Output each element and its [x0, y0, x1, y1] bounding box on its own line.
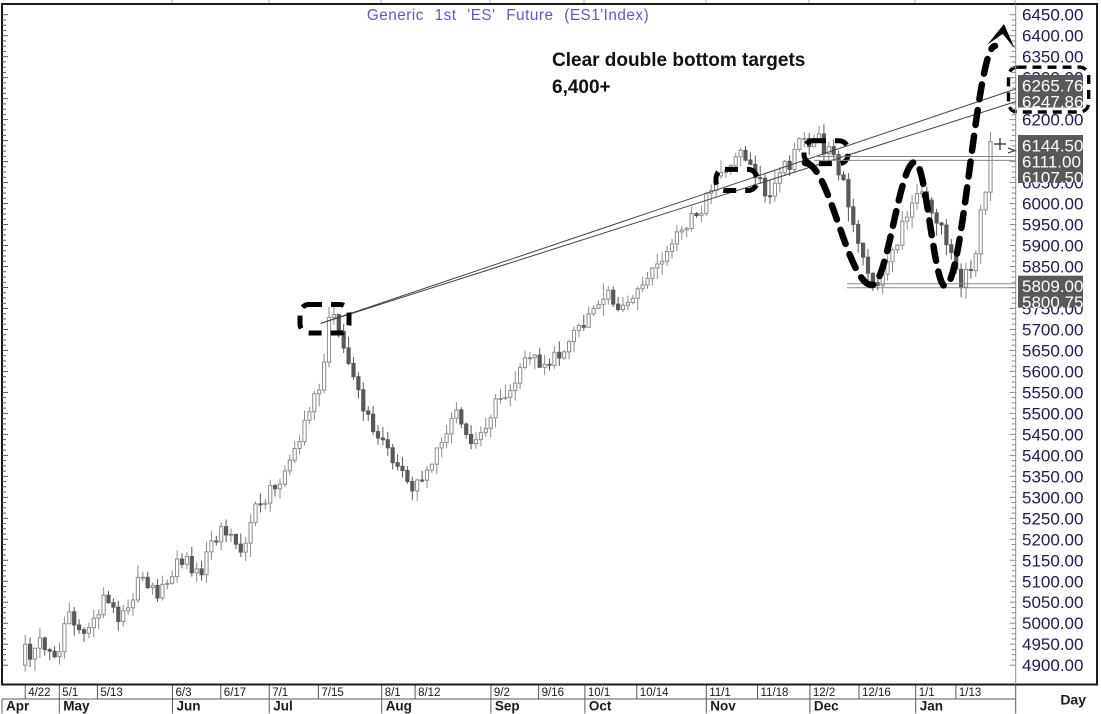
svg-text:7/15: 7/15: [321, 687, 343, 699]
svg-text:1/13: 1/13: [959, 687, 981, 699]
svg-text:5800.75: 5800.75: [1022, 293, 1083, 312]
svg-text:6107.50: 6107.50: [1022, 168, 1083, 187]
svg-text:5300.00: 5300.00: [1022, 488, 1083, 507]
svg-text:5000.00: 5000.00: [1022, 614, 1083, 633]
svg-text:6/3: 6/3: [176, 687, 192, 699]
svg-text:4950.00: 4950.00: [1022, 635, 1083, 654]
svg-text:11/1: 11/1: [709, 687, 731, 699]
svg-text:7/1: 7/1: [272, 687, 288, 699]
svg-text:Oct: Oct: [589, 699, 612, 714]
svg-text:5/1: 5/1: [62, 687, 78, 699]
svg-text:11/18: 11/18: [761, 687, 789, 699]
svg-text:12/16: 12/16: [862, 687, 891, 699]
svg-text:6/17: 6/17: [224, 687, 246, 699]
svg-text:5600.00: 5600.00: [1022, 362, 1083, 381]
svg-text:5/13: 5/13: [100, 687, 122, 699]
svg-text:Aug: Aug: [386, 699, 412, 714]
svg-text:Jun: Jun: [177, 699, 201, 714]
svg-text:Nov: Nov: [710, 699, 736, 714]
svg-text:Jan: Jan: [920, 699, 943, 714]
svg-text:6247.86: 6247.86: [1022, 92, 1083, 111]
svg-text:5100.00: 5100.00: [1022, 572, 1083, 591]
svg-text:May: May: [63, 699, 90, 714]
svg-text:Day: Day: [1060, 692, 1086, 708]
svg-text:6400.00: 6400.00: [1022, 27, 1083, 46]
svg-text:10/1: 10/1: [588, 687, 610, 699]
svg-text:5250.00: 5250.00: [1022, 509, 1083, 528]
svg-text:9/16: 9/16: [542, 687, 564, 699]
svg-text:5900.00: 5900.00: [1022, 237, 1083, 256]
svg-text:8/12: 8/12: [418, 687, 440, 699]
svg-text:4/22: 4/22: [28, 687, 50, 699]
svg-text:5850.00: 5850.00: [1022, 258, 1083, 277]
svg-text:Sep: Sep: [495, 699, 520, 714]
svg-text:5700.00: 5700.00: [1022, 320, 1083, 339]
svg-text:Dec: Dec: [814, 699, 839, 714]
svg-text:Jul: Jul: [273, 699, 293, 714]
svg-text:5500.00: 5500.00: [1022, 404, 1083, 423]
svg-text:5950.00: 5950.00: [1022, 216, 1083, 235]
svg-text:6450.00: 6450.00: [1022, 6, 1083, 25]
svg-text:5450.00: 5450.00: [1022, 425, 1083, 444]
svg-text:Generic 1st 'ES' Future (E: Generic 1st 'ES' Future (ES1'Index): [367, 7, 649, 24]
svg-text:6,400+: 6,400+: [552, 77, 611, 98]
svg-text:12/2: 12/2: [813, 687, 835, 699]
svg-text:5200.00: 5200.00: [1022, 530, 1083, 549]
svg-text:Clear double bottom targets: Clear double bottom targets: [552, 50, 805, 71]
svg-text:Apr: Apr: [6, 699, 30, 714]
svg-text:8/1: 8/1: [385, 687, 401, 699]
svg-text:1/1: 1/1: [919, 687, 935, 699]
svg-text:5650.00: 5650.00: [1022, 341, 1083, 360]
svg-text:4900.00: 4900.00: [1022, 656, 1083, 675]
svg-text:10/14: 10/14: [640, 687, 669, 699]
svg-text:5550.00: 5550.00: [1022, 383, 1083, 402]
svg-text:6350.00: 6350.00: [1022, 48, 1083, 67]
svg-text:9/2: 9/2: [494, 687, 510, 699]
svg-text:5050.00: 5050.00: [1022, 593, 1083, 612]
svg-text:5150.00: 5150.00: [1022, 551, 1083, 570]
svg-text:6000.00: 6000.00: [1022, 195, 1083, 214]
svg-text:5350.00: 5350.00: [1022, 467, 1083, 486]
svg-text:5400.00: 5400.00: [1022, 446, 1083, 465]
